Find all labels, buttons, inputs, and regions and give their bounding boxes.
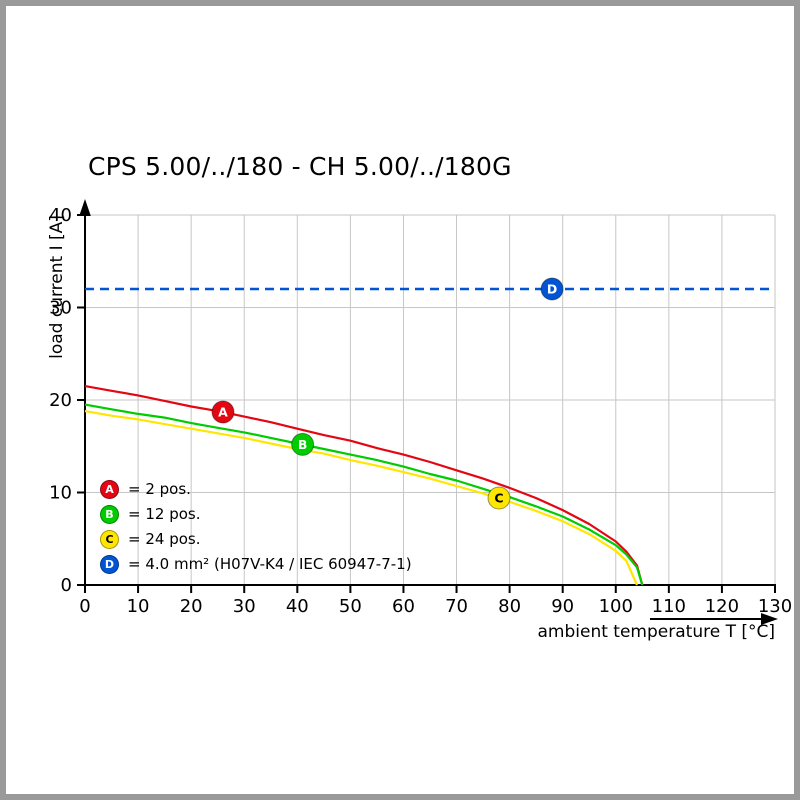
x-tick-label: 100 [599, 596, 633, 617]
legend-marker-C: C [100, 529, 119, 549]
x-tick-label: 0 [79, 596, 90, 617]
x-tick-label: 80 [498, 596, 521, 617]
x-tick-label: 110 [652, 596, 686, 617]
curve-marker-C: C [487, 486, 511, 510]
x-tick-label: 20 [180, 596, 203, 617]
x-tick-label: 60 [392, 596, 415, 617]
curve-marker-letter-D: D [547, 282, 557, 297]
x-axis-label: ambient temperature T [°C] [537, 622, 775, 642]
chart-title: CPS 5.00/../180 - CH 5.00/../180G [88, 152, 512, 181]
x-tick-label: 130 [758, 596, 792, 617]
curve-A [84, 385, 644, 586]
curve-B [84, 403, 644, 586]
y-tick-label: 0 [61, 575, 72, 596]
y-tick-label: 10 [49, 483, 72, 504]
x-tick-label: 50 [339, 596, 362, 617]
curve-C [84, 410, 639, 586]
legend-item-C: C = 24 pos. [100, 528, 412, 550]
x-tick-label: 10 [127, 596, 150, 617]
y-tick-label: 20 [49, 390, 72, 411]
x-tick-label: 70 [445, 596, 468, 617]
legend-marker-D: D [100, 554, 119, 574]
curve-marker-letter-C: C [494, 491, 503, 506]
curve-marker-letter-B: B [298, 437, 308, 452]
x-tick-label: 40 [286, 596, 309, 617]
curve-marker-circle-D [540, 277, 564, 301]
legend: A = 2 pos. B = 12 pos. C = 24 pos. D = 4.0 mm² … [100, 478, 412, 575]
curve-marker-A: A [211, 400, 235, 424]
y-axis-label: load current I [A] [47, 215, 67, 359]
curve-marker-circle-A [211, 400, 235, 424]
y-tick-label: 30 [49, 298, 72, 319]
legend-label-A: = 2 pos. [128, 480, 191, 498]
curve-marker-circle-B [291, 432, 315, 456]
curve-marker-letter-A: A [218, 405, 228, 420]
y-axis-arrow-icon [79, 199, 91, 216]
legend-label-C: = 24 pos. [128, 530, 201, 548]
legend-item-A: A = 2 pos. [100, 478, 412, 500]
curve-marker-D: D [540, 277, 564, 301]
x-tick-label: 120 [705, 596, 739, 617]
legend-item-D: D = 4.0 mm² (H07V-K4 / IEC 60947-7-1) [100, 553, 412, 575]
x-axis-arrow-icon [761, 613, 778, 625]
curve-marker-B: B [291, 432, 315, 456]
x-tick-label: 90 [551, 596, 574, 617]
legend-label-D: = 4.0 mm² (H07V-K4 / IEC 60947-7-1) [128, 555, 412, 573]
legend-item-B: B = 12 pos. [100, 503, 412, 525]
y-tick-label: 40 [49, 205, 72, 226]
x-tick-label: 30 [233, 596, 256, 617]
legend-marker-B: B [100, 504, 119, 524]
legend-marker-A: A [100, 479, 119, 499]
curve-marker-circle-C [487, 486, 511, 510]
legend-label-B: = 12 pos. [128, 505, 201, 523]
